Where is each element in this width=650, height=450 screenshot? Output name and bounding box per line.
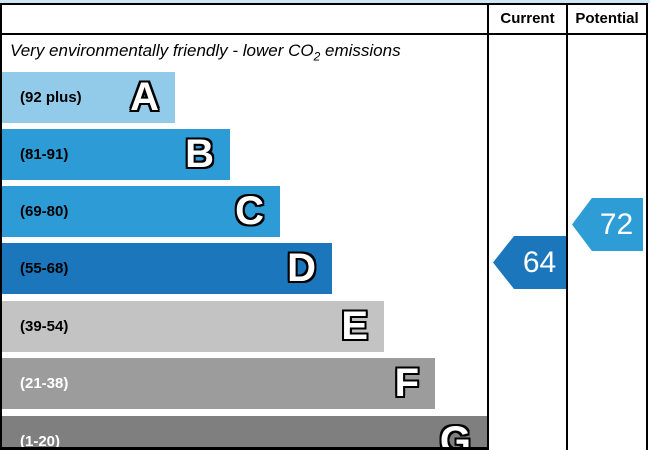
current-column-header: Current — [500, 10, 555, 27]
current-rating-value: 64 — [522, 245, 557, 279]
band-range-label: (92 plus) — [20, 89, 82, 106]
current-rating-arrow: 64 — [493, 236, 568, 289]
band-d: (55-68) D — [2, 243, 332, 294]
band-range-label: (81-91) — [20, 146, 69, 163]
band-b: (81-91) B — [2, 129, 230, 180]
table-border-right — [646, 3, 648, 450]
band-c: (69-80) C — [2, 186, 280, 237]
band-range-label: (1-20) — [20, 433, 61, 450]
potential-column-header: Potential — [575, 10, 639, 27]
top-accent-strip — [0, 0, 650, 3]
band-letter: D — [287, 246, 316, 290]
band-letter: B — [185, 132, 214, 176]
chart-bottom-line — [0, 447, 487, 450]
band-f: (21-38) F — [2, 358, 435, 409]
band-range-label: (39-54) — [20, 318, 69, 335]
potential-rating-value: 72 — [599, 207, 634, 241]
header-separator-line — [0, 33, 648, 35]
band-g: (1-20) G — [2, 416, 487, 450]
band-e: (39-54) E — [2, 301, 384, 352]
column-divider-potential — [566, 3, 568, 450]
chart-title-text: Very environmentally friendly - lower CO — [10, 41, 314, 60]
band-a: (92 plus) A — [2, 72, 175, 123]
band-letter: F — [394, 361, 419, 405]
chart-title: Very environmentally friendly - lower CO… — [10, 41, 480, 65]
band-letter: E — [341, 304, 368, 348]
column-divider-current — [487, 3, 489, 450]
chart-title-subscript: 2 — [313, 49, 321, 64]
band-letter: C — [235, 189, 264, 233]
band-range-label: (21-38) — [20, 375, 69, 392]
band-range-label: (55-68) — [20, 260, 69, 277]
table-border-top — [0, 3, 648, 5]
band-letter: A — [130, 75, 159, 119]
table-border-left — [0, 3, 2, 450]
band-range-label: (69-80) — [20, 203, 69, 220]
potential-rating-arrow: 72 — [572, 198, 643, 251]
chart-title-text-end: emissions — [320, 41, 401, 60]
band-letter: G — [439, 419, 471, 450]
